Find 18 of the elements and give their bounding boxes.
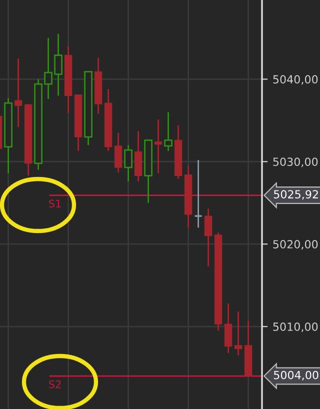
text: 5004,00 [274, 370, 318, 380]
candlestick [14, 58, 22, 128]
candlestick [234, 311, 242, 356]
y-tick-label: 5030,00 [273, 158, 318, 168]
y-tick-label: 5020,00 [273, 240, 318, 250]
text: 5025,92 [274, 190, 318, 200]
candlestick [204, 208, 212, 268]
ref-line-label: S1 [49, 200, 61, 208]
y-tick-label: 5010,00 [273, 322, 318, 332]
candlestick [134, 130, 142, 182]
candlestick [154, 118, 162, 174]
candlestick [114, 132, 122, 174]
candlestick [194, 159, 203, 228]
candlestick [164, 111, 172, 152]
y-tick-label: 5040,00 [273, 75, 318, 85]
ref-line-label: S2 [49, 380, 61, 388]
candlestick [224, 302, 232, 354]
candlestick [124, 144, 132, 182]
